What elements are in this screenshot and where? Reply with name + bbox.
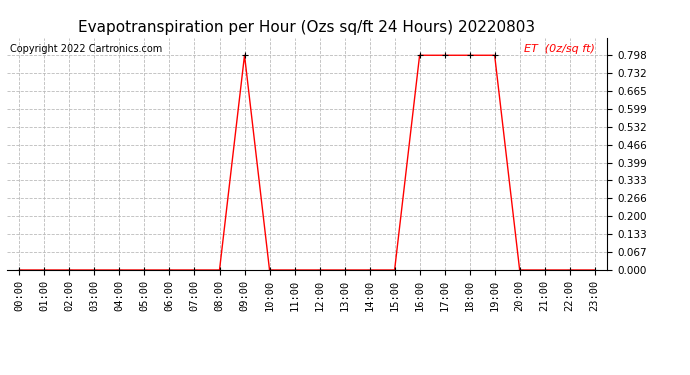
- ET  (0z/sq ft): [15, 268, 23, 272]
- ET  (0z/sq ft): [66, 268, 74, 272]
- ET  (0z/sq ft): [366, 268, 374, 272]
- Title: Evapotranspiration per Hour (Ozs sq/ft 24 Hours) 20220803: Evapotranspiration per Hour (Ozs sq/ft 2…: [79, 20, 535, 35]
- ET  (0z/sq ft): [190, 268, 199, 272]
- ET  (0z/sq ft): [40, 268, 48, 272]
- ET  (0z/sq ft): [515, 268, 524, 272]
- ET  (0z/sq ft): [290, 268, 299, 272]
- ET  (0z/sq ft): [140, 268, 148, 272]
- ET  (0z/sq ft): [466, 53, 474, 57]
- ET  (0z/sq ft): [440, 53, 449, 57]
- Text: ET  (0z/sq ft): ET (0z/sq ft): [524, 45, 595, 54]
- ET  (0z/sq ft): [591, 268, 599, 272]
- Text: Copyright 2022 Cartronics.com: Copyright 2022 Cartronics.com: [10, 45, 162, 54]
- ET  (0z/sq ft): [166, 268, 174, 272]
- ET  (0z/sq ft): [266, 268, 274, 272]
- ET  (0z/sq ft): [540, 268, 549, 272]
- ET  (0z/sq ft): [491, 53, 499, 57]
- ET  (0z/sq ft): [340, 268, 348, 272]
- ET  (0z/sq ft): [415, 53, 424, 57]
- ET  (0z/sq ft): [391, 268, 399, 272]
- ET  (0z/sq ft): [115, 268, 124, 272]
- Line: ET  (0z/sq ft): ET (0z/sq ft): [17, 53, 598, 273]
- ET  (0z/sq ft): [566, 268, 574, 272]
- ET  (0z/sq ft): [215, 268, 224, 272]
- ET  (0z/sq ft): [315, 268, 324, 272]
- ET  (0z/sq ft): [240, 53, 248, 57]
- ET  (0z/sq ft): [90, 268, 99, 272]
